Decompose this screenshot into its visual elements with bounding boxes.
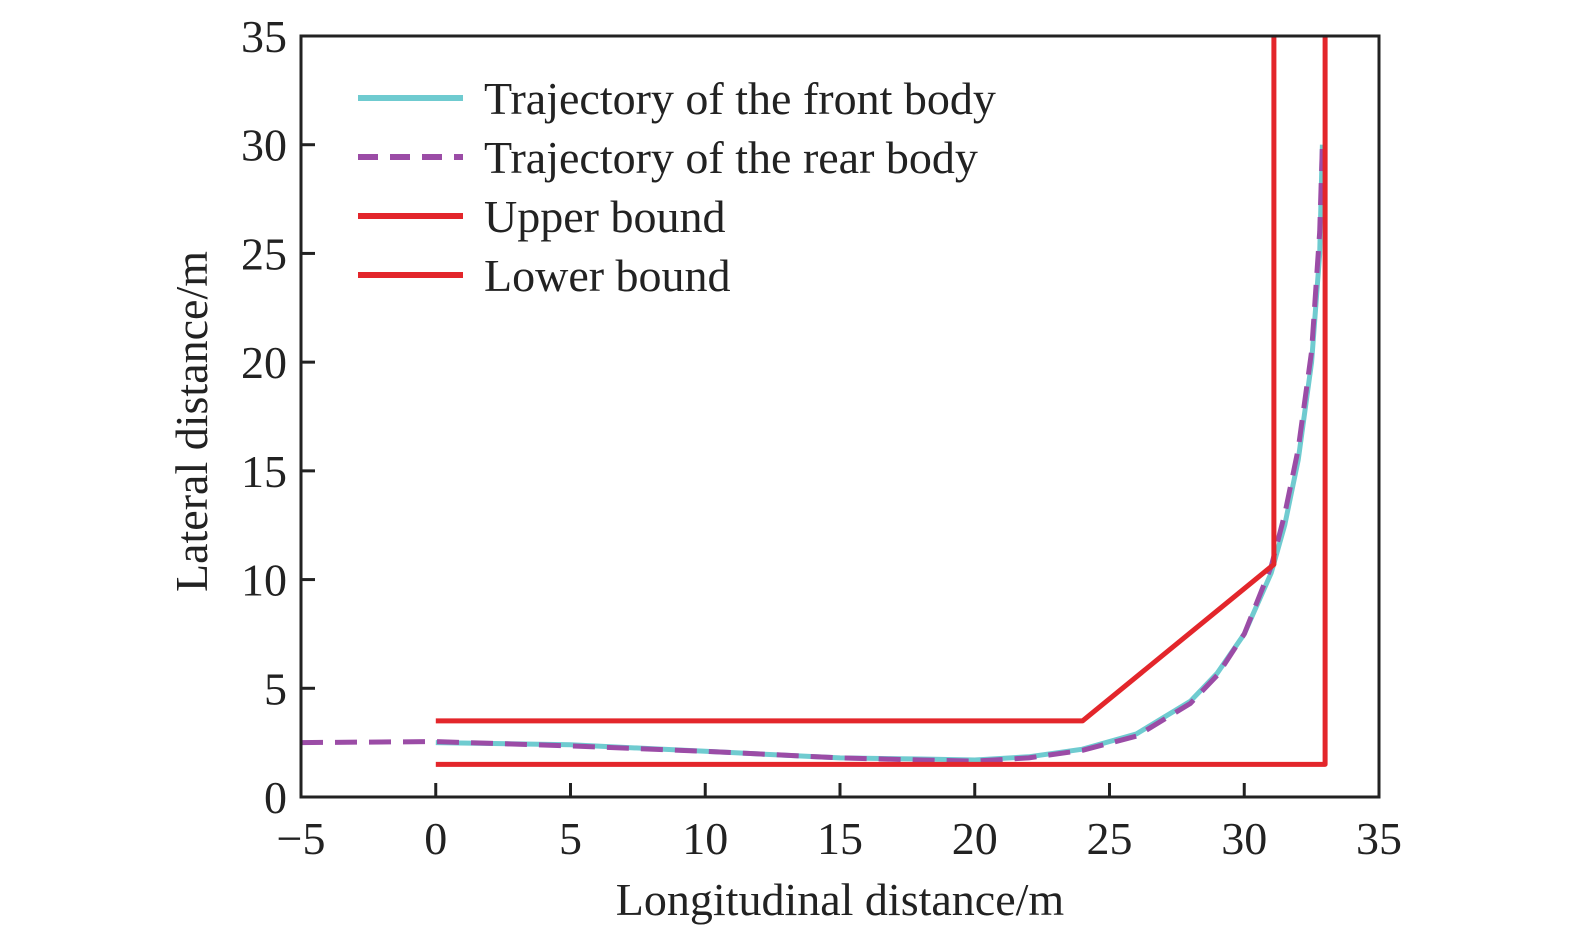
x-tick-label: 0 [424,813,447,864]
y-tick-label: 20 [241,337,287,388]
series-line-3 [435,36,1328,767]
legend-label: Lower bound [484,250,731,301]
y-tick-label: 25 [241,228,287,279]
x-tick-label: 10 [682,813,728,864]
legend-label: Trajectory of the rear body [484,132,978,183]
series-line-2 [435,36,1277,724]
series-line-1 [301,144,1325,764]
x-tick-label: 30 [1221,813,1267,864]
x-tick-label: 5 [559,813,582,864]
legend: Trajectory of the front body Trajectory o… [358,73,996,301]
y-tick-label: 10 [241,555,287,606]
series-layer [301,36,1328,767]
x-tick-label: 15 [817,813,863,864]
x-axis-label: Longitudinal distance/m [616,874,1065,925]
legend-label: Upper bound [484,191,725,242]
y-tick-label: 30 [241,120,287,171]
y-tick-label: 15 [241,446,287,497]
x-tick-label: −5 [277,813,326,864]
y-tick-label: 0 [264,772,287,823]
x-tick-label: 25 [1087,813,1133,864]
y-tick-label: 35 [241,11,287,62]
x-tick-label: 35 [1356,813,1402,864]
x-tick-label: 20 [952,813,998,864]
legend-label: Trajectory of the front body [484,73,996,124]
y-axis-label: Lateral distance/m [166,251,217,592]
y-tick-label: 5 [264,663,287,714]
